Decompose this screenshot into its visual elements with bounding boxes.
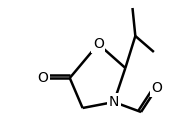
- Text: O: O: [151, 81, 162, 95]
- Text: O: O: [37, 71, 48, 85]
- Text: N: N: [109, 95, 119, 109]
- Text: O: O: [93, 37, 104, 51]
